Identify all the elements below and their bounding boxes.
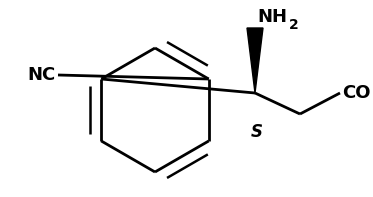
Polygon shape [247,28,263,93]
Text: S: S [251,123,263,141]
Text: 2: 2 [289,18,299,32]
Text: CO: CO [342,84,370,102]
Text: NC: NC [28,66,56,84]
Text: NH: NH [257,8,287,26]
